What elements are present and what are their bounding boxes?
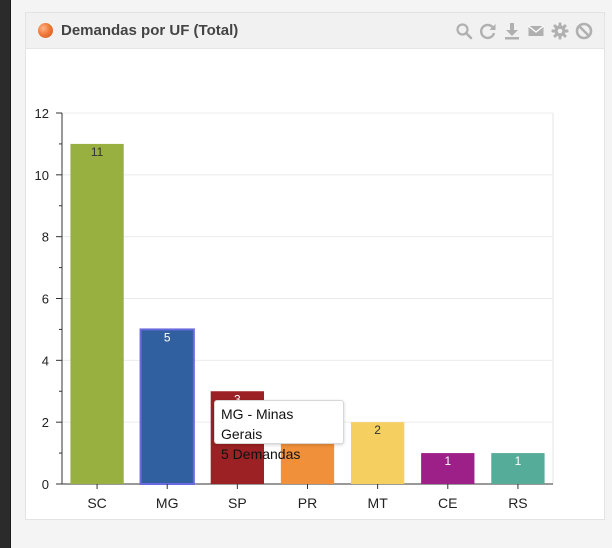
x-tick-label: CE	[438, 495, 457, 511]
x-tick-label: RS	[508, 495, 527, 511]
data-label: 3	[234, 392, 241, 406]
y-tick-label: 6	[42, 292, 49, 307]
ban-icon	[575, 22, 593, 40]
email-button[interactable]	[526, 21, 546, 41]
bar-ce[interactable]	[421, 453, 475, 484]
data-label: 1	[515, 454, 522, 468]
search-button[interactable]	[454, 21, 474, 41]
widget-title: Demandas por UF (Total)	[61, 22, 239, 39]
refresh-button[interactable]	[478, 21, 498, 41]
gear-icon	[551, 22, 569, 40]
data-label: 2	[374, 423, 381, 437]
y-tick-label: 8	[42, 230, 49, 245]
status-dot-icon	[38, 23, 53, 38]
email-icon	[528, 25, 544, 36]
x-tick-label: MG	[156, 495, 179, 511]
x-tick-label: SC	[87, 495, 106, 511]
y-tick-label: 4	[42, 353, 49, 368]
bar-mg[interactable]	[139, 328, 195, 485]
settings-button[interactable]	[550, 21, 570, 41]
y-tick-label: 12	[35, 106, 49, 121]
bar-sc[interactable]	[70, 143, 124, 484]
search-icon	[456, 23, 473, 40]
tooltip-value: 5 Demandas	[221, 446, 301, 462]
bar-mt[interactable]	[350, 422, 405, 484]
tooltip-title: MG - Minas Gerais	[221, 406, 294, 442]
x-tick-label: MT	[368, 495, 389, 511]
refresh-icon	[480, 23, 496, 40]
download-icon	[505, 23, 519, 40]
y-tick-label: 0	[42, 477, 49, 492]
bar-rs[interactable]	[491, 453, 545, 484]
data-label: 1	[444, 454, 451, 468]
close-button[interactable]	[574, 21, 594, 41]
y-tick-label: 10	[35, 168, 49, 183]
data-label: 5	[164, 330, 171, 344]
x-tick-label: PR	[298, 495, 317, 511]
y-tick-label: 2	[42, 415, 49, 430]
widget-header: Demandas por UF (Total)	[26, 13, 604, 49]
chart-tooltip: MG - Minas Gerais 5 Demandas	[214, 400, 344, 462]
data-label: 11	[91, 145, 104, 159]
download-button[interactable]	[502, 21, 522, 41]
widget-toolbar	[454, 21, 594, 41]
x-tick-label: SP	[228, 495, 247, 511]
